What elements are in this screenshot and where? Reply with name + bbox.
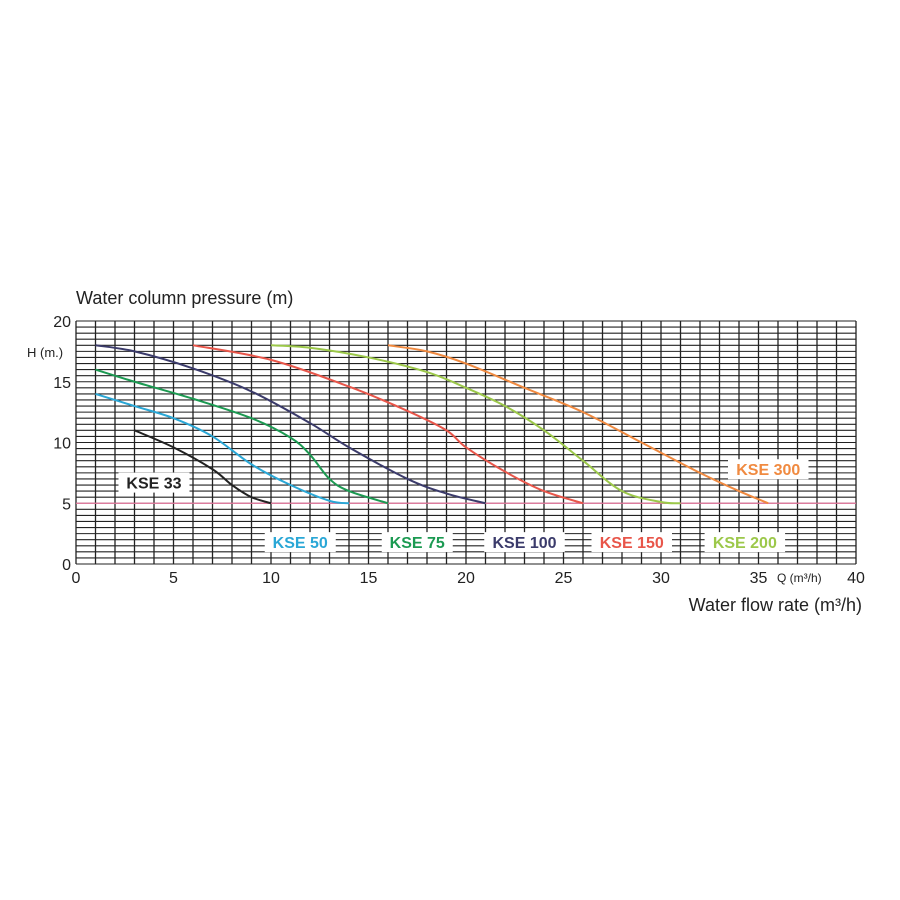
- curve-label: KSE 200: [713, 535, 777, 552]
- y-unit-label: H (m.): [27, 345, 63, 360]
- curve-kse-75: [95, 368, 389, 505]
- curve-label: KSE 150: [600, 535, 664, 552]
- x-unit-label: Q (m³/h): [777, 571, 822, 585]
- y-tick-label: 5: [62, 496, 71, 513]
- curve-kse-300: [387, 344, 769, 505]
- x-tick-label: 40: [847, 570, 865, 587]
- y-tick-label: 20: [53, 314, 71, 331]
- curve-label-background: [591, 532, 672, 553]
- curve-label: KSE 100: [492, 535, 556, 552]
- x-tick-label: 20: [457, 570, 475, 587]
- x-tick-label: 10: [262, 570, 280, 587]
- curve-kse-50: [95, 392, 350, 505]
- grid: [75, 320, 857, 565]
- curve-kse-200: [270, 344, 681, 505]
- curve-kse-100: [95, 344, 486, 505]
- axis-ticks: 0 5 10 15 20 25 30 35 40 0 5 10 15 20: [53, 314, 865, 587]
- curve-label-background: [704, 532, 786, 553]
- x-tick-label: 30: [652, 570, 670, 587]
- x-tick-label: 5: [169, 570, 178, 587]
- curve-labels: KSE 33 KSE 50 KSE 75 KSE 100 KSE 150 KSE 200 K…: [118, 459, 809, 553]
- y-axis-title: Water column pressure (m): [76, 288, 293, 308]
- curve-label-background: [264, 532, 336, 553]
- x-tick-label: 25: [555, 570, 573, 587]
- curve-label-background: [484, 532, 565, 553]
- curve-label: KSE 300: [736, 462, 800, 479]
- y-tick-label: 15: [53, 375, 71, 392]
- y-tick-label: 10: [53, 436, 71, 453]
- curve-kse-33: [134, 429, 272, 505]
- curve-label-background: [728, 459, 809, 480]
- curve-label-background: [381, 532, 453, 553]
- curves: [95, 344, 769, 505]
- x-tick-label: 35: [750, 570, 768, 587]
- x-tick-label: 15: [360, 570, 378, 587]
- curve-label: KSE 75: [390, 535, 445, 552]
- y-tick-label: 0: [62, 557, 71, 574]
- x-tick-label: 0: [72, 570, 81, 587]
- curve-label: KSE 50: [273, 535, 328, 552]
- curve-kse-150: [192, 344, 584, 505]
- x-axis-title: Water flow rate (m³/h): [689, 595, 862, 615]
- curve-label-background: [118, 472, 190, 493]
- curve-label: KSE 33: [126, 476, 181, 493]
